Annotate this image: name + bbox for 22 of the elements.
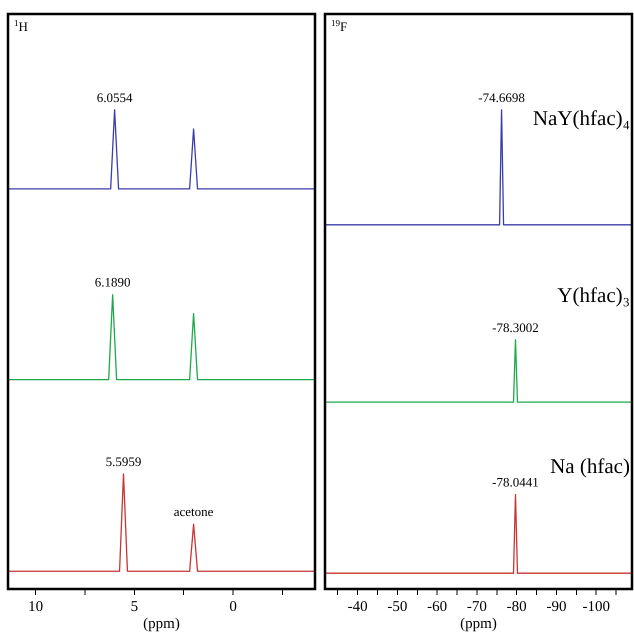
annotation: 5.5959 [106, 454, 142, 469]
x-tick-label: 5 [130, 598, 138, 615]
annotation: acetone [174, 504, 214, 520]
x-tick-label: -60 [427, 598, 448, 615]
x-tick-label: 0 [229, 598, 237, 615]
text: Y(hfac)₃ [557, 283, 630, 308]
x-tick-label: -50 [387, 598, 408, 615]
x-axis-title: (ppm) [460, 616, 497, 632]
annotation: 6.1890 [94, 274, 131, 290]
x-tick-label: -80 [506, 598, 527, 615]
series-label: Na (hfac) [550, 454, 630, 478]
annotation: -74.6698 [478, 90, 525, 105]
x-tick-label: -100 [582, 598, 610, 615]
x-axis-title: (ppm) [143, 616, 180, 632]
x-tick-label: -90 [546, 598, 566, 615]
annotation: -78.0441 [492, 474, 539, 490]
x-tick-label: -70 [466, 598, 487, 615]
series-label: NaY(hfac)₄ [532, 106, 630, 130]
x-tick-label: -40 [348, 598, 368, 615]
annotation: -78.3002 [492, 320, 539, 335]
annotation: 6.0554 [96, 90, 133, 105]
x-tick-label: 10 [28, 598, 44, 615]
